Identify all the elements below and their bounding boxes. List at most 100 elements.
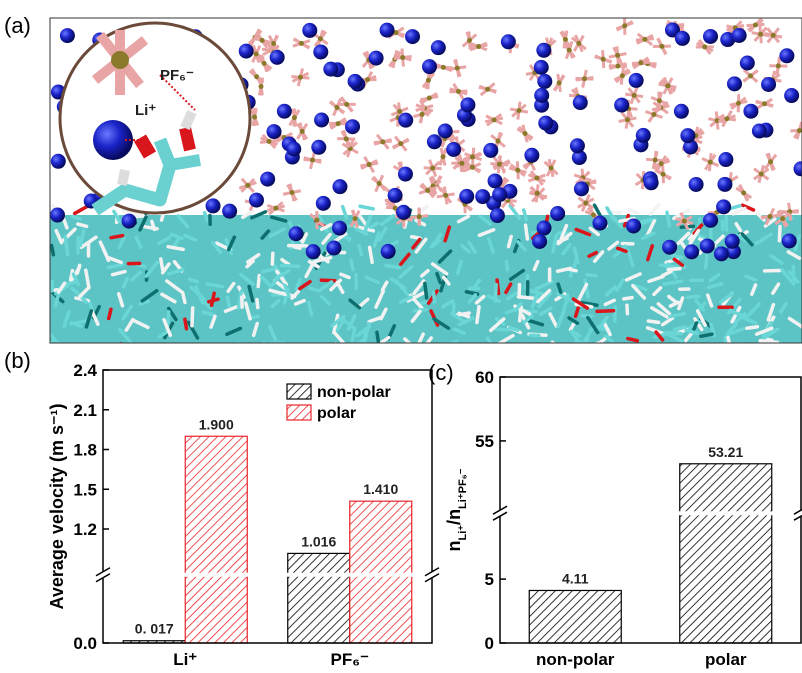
li-ion xyxy=(674,104,689,119)
li-ion xyxy=(714,246,729,261)
atom xyxy=(659,44,664,49)
atom xyxy=(753,23,758,28)
li-ion xyxy=(536,43,551,58)
bar xyxy=(288,553,350,643)
bar xyxy=(529,590,621,643)
atom xyxy=(300,129,305,134)
li-ion xyxy=(289,226,304,241)
li-ion xyxy=(475,189,490,204)
value-label: 1.900 xyxy=(199,416,234,432)
li-ion xyxy=(752,123,767,138)
y-axis-label-part: Li⁺PF₆⁻ xyxy=(457,468,469,509)
atom xyxy=(254,52,259,57)
atom xyxy=(642,37,647,42)
atom xyxy=(365,77,370,82)
legend-label: polar xyxy=(317,405,356,422)
li-ion xyxy=(249,193,264,208)
legend-label: non-polar xyxy=(317,384,391,401)
li-ion xyxy=(50,208,65,223)
atom xyxy=(430,166,435,171)
atom xyxy=(397,109,402,114)
chain xyxy=(170,160,200,165)
li-ion xyxy=(396,205,411,220)
li-ion xyxy=(446,142,461,157)
polymer-bond xyxy=(42,340,54,349)
x-tick-label: Li⁺ xyxy=(173,650,197,669)
atom xyxy=(758,32,763,37)
li-ion xyxy=(680,128,695,143)
atom xyxy=(420,112,425,117)
atom xyxy=(496,138,501,143)
atom xyxy=(252,115,257,120)
li-ion xyxy=(405,29,420,44)
atom xyxy=(262,61,267,66)
atom xyxy=(267,139,272,144)
atom xyxy=(427,96,432,101)
polymer-bond xyxy=(660,265,676,267)
atom xyxy=(535,191,540,196)
atom xyxy=(659,161,664,166)
inset: PF₆⁻ Li⁺ xyxy=(60,23,250,213)
y-axis-label: Average velocity (m s⁻¹) xyxy=(47,404,67,610)
li-ion xyxy=(488,173,503,188)
li-ion xyxy=(239,44,254,59)
atom xyxy=(111,51,129,69)
polymer-bond xyxy=(518,297,535,299)
li-ion xyxy=(369,51,384,66)
polymer-bond xyxy=(77,265,79,273)
atom xyxy=(651,112,656,117)
polymer-bond xyxy=(747,327,758,328)
hydrogen xyxy=(185,112,192,128)
polymer-bond xyxy=(192,308,193,326)
li-ion xyxy=(570,138,585,153)
polymer-bond xyxy=(183,293,185,303)
li-ion xyxy=(743,104,758,119)
li-ion xyxy=(684,244,699,259)
atom xyxy=(620,73,625,78)
value-label: 1.410 xyxy=(363,481,398,497)
li-ion xyxy=(398,167,413,182)
polymer-bond xyxy=(434,293,435,303)
atom xyxy=(455,66,460,71)
polymer-bond xyxy=(701,334,712,336)
polymer-bond xyxy=(760,341,777,343)
polymer-bond xyxy=(226,343,238,346)
li-ion xyxy=(345,119,360,134)
li-ion xyxy=(267,124,282,139)
atom xyxy=(653,158,658,163)
polymer-bond xyxy=(189,279,197,282)
atom xyxy=(557,80,562,85)
atom xyxy=(582,76,587,81)
pf6-anion xyxy=(440,148,447,166)
polymer-bond xyxy=(364,330,365,347)
li-ion xyxy=(306,244,321,259)
y-axis-label-part: Li⁺ xyxy=(457,525,469,541)
atom xyxy=(470,165,475,170)
li-ion xyxy=(122,214,137,229)
li-ion xyxy=(270,50,285,65)
atom xyxy=(622,23,627,28)
polymer-bond xyxy=(258,276,259,287)
legend-swatch xyxy=(287,384,311,399)
atom xyxy=(352,216,357,221)
polymer-bond xyxy=(520,307,522,321)
polymer-bond xyxy=(158,344,165,352)
atom xyxy=(497,162,502,167)
inset-label: PF₆⁻ xyxy=(160,67,194,84)
chart xyxy=(529,464,772,643)
polymer-bond xyxy=(52,246,54,255)
atom xyxy=(292,115,297,120)
atom xyxy=(299,41,304,46)
li-ion xyxy=(222,204,237,219)
polymer-bond xyxy=(568,269,576,271)
figure: PF₆⁻ Li⁺ (a) (b) (c) 0.01.21.51.82.12.40… xyxy=(0,0,802,673)
atom xyxy=(591,213,596,218)
atom xyxy=(515,168,520,173)
y-axis-label-part: /n xyxy=(444,509,464,525)
li-ion xyxy=(277,104,292,119)
y-tick-label: 0 xyxy=(485,634,494,653)
polymer-bond xyxy=(506,262,507,270)
li-ion xyxy=(302,23,317,38)
panel-label: (b) xyxy=(4,348,31,373)
y-tick-label: 0.0 xyxy=(73,634,97,653)
